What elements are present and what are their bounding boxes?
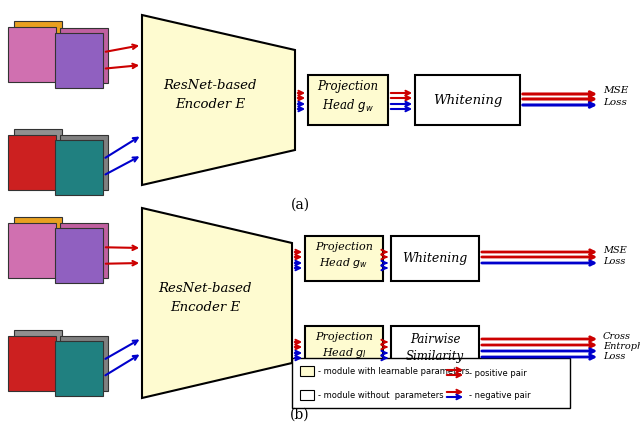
Text: Projection
Head $g_I$: Projection Head $g_I$ — [315, 332, 373, 360]
Text: Whitening: Whitening — [403, 252, 468, 264]
Text: - negative pair: - negative pair — [469, 390, 531, 399]
Text: Entrophy: Entrophy — [603, 341, 640, 351]
Text: Loss: Loss — [603, 256, 625, 266]
Text: ResNet-based
Encoder E: ResNet-based Encoder E — [163, 79, 257, 111]
Text: - module without  parameters: - module without parameters — [318, 390, 444, 399]
Bar — [8, 27, 56, 82]
Text: (a): (a) — [291, 198, 310, 212]
Bar — [305, 236, 383, 280]
Bar — [60, 336, 108, 391]
Bar — [14, 21, 62, 76]
Text: ResNet-based
Encoder E: ResNet-based Encoder E — [158, 282, 252, 314]
Text: Loss: Loss — [603, 97, 627, 107]
Text: MSE: MSE — [603, 85, 628, 94]
Bar — [60, 135, 108, 190]
Bar — [8, 135, 56, 190]
Bar — [55, 33, 103, 88]
Bar — [60, 28, 108, 83]
Bar — [55, 140, 103, 195]
Text: Projection
Head $g_w$: Projection Head $g_w$ — [315, 242, 373, 270]
Polygon shape — [142, 15, 295, 185]
Text: Loss: Loss — [603, 352, 625, 360]
Bar — [60, 223, 108, 278]
Bar — [8, 223, 56, 278]
Bar — [292, 358, 570, 408]
Bar — [8, 336, 56, 391]
Bar — [391, 236, 479, 280]
Bar — [415, 75, 520, 125]
Text: Pairwise
Similarity: Pairwise Similarity — [406, 333, 464, 363]
Bar — [300, 390, 314, 400]
Text: - module with learnable parameters: - module with learnable parameters — [318, 366, 470, 376]
Bar — [308, 75, 388, 125]
Bar — [305, 326, 383, 371]
Polygon shape — [142, 208, 292, 398]
Text: - positive pair: - positive pair — [469, 368, 527, 377]
Bar — [14, 330, 62, 385]
Text: Whitening: Whitening — [433, 93, 502, 107]
Text: (b): (b) — [290, 408, 310, 422]
Text: MSE: MSE — [603, 245, 627, 255]
Bar — [55, 341, 103, 396]
Text: Cross: Cross — [603, 332, 631, 341]
Text: Projection
Head $g_w$: Projection Head $g_w$ — [317, 80, 379, 114]
Bar — [300, 366, 314, 376]
Bar — [14, 217, 62, 272]
Bar — [391, 326, 479, 371]
Bar — [14, 129, 62, 184]
Bar — [55, 228, 103, 283]
